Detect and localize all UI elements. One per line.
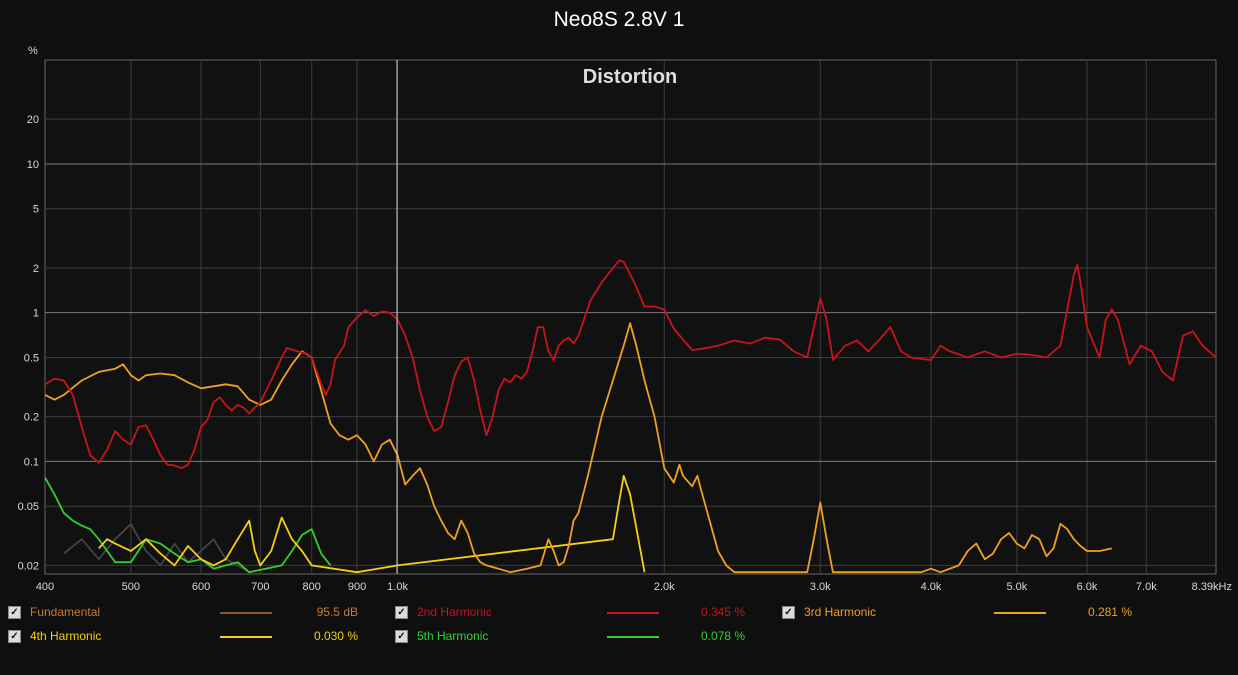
x-tick-label: 2.0k	[654, 581, 675, 593]
legend-label: 3rd Harmonic	[804, 605, 876, 619]
x-tick-label: 7.0k	[1136, 581, 1157, 593]
checkbox-5th-harmonic[interactable]: ✓	[395, 630, 408, 643]
legend: ✓ Fundamental 95.5 dB ✓ 2nd Harmonic 0.3…	[0, 605, 1238, 665]
legend-swatch	[220, 636, 272, 638]
legend-label: Fundamental	[30, 605, 100, 619]
legend-label: 5th Harmonic	[417, 629, 488, 643]
y-axis-unit: %	[28, 45, 38, 57]
x-tick-label: 400	[36, 581, 54, 593]
y-tick-label: 1	[33, 308, 39, 320]
legend-swatch	[607, 612, 659, 614]
y-tick-label: 0.05	[18, 501, 39, 513]
distortion-plot[interactable]: 400 500 600 700 800 900 1.0k 2.0k 3.0k 4.0k 5.0k 6.…	[0, 0, 1238, 600]
x-tick-label: 8.39kHz	[1192, 581, 1232, 593]
checkbox-2nd-harmonic[interactable]: ✓	[395, 606, 408, 619]
legend-value: 95.5 dB	[300, 605, 358, 619]
checkbox-fundamental[interactable]: ✓	[8, 606, 21, 619]
checkbox-3rd-harmonic[interactable]: ✓	[782, 606, 795, 619]
y-tick-label: 10	[27, 159, 39, 171]
legend-value: 0.030 %	[300, 629, 358, 643]
legend-swatch	[607, 636, 659, 638]
legend-value: 0.345 %	[687, 605, 745, 619]
x-tick-label: 900	[348, 581, 366, 593]
y-tick-label: 0.1	[24, 456, 39, 468]
y-tick-label: 0.5	[24, 352, 39, 364]
legend-value: 0.281 %	[1074, 605, 1132, 619]
x-tick-label: 700	[251, 581, 269, 593]
checkbox-4th-harmonic[interactable]: ✓	[8, 630, 21, 643]
x-tick-label: 800	[303, 581, 321, 593]
x-tick-label: 500	[122, 581, 140, 593]
x-tick-label: 600	[192, 581, 210, 593]
legend-label: 4th Harmonic	[30, 629, 101, 643]
x-tick-label: 1.0k	[387, 581, 408, 593]
x-tick-label: 3.0k	[810, 581, 831, 593]
y-tick-label: 0.02	[18, 560, 39, 572]
x-tick-label: 5.0k	[1006, 581, 1027, 593]
y-tick-label: 2	[33, 263, 39, 275]
legend-value: 0.078 %	[687, 629, 745, 643]
x-tick-label: 6.0k	[1077, 581, 1098, 593]
x-tick-label: 4.0k	[921, 581, 942, 593]
legend-swatch	[220, 612, 272, 614]
y-tick-label: 5	[33, 204, 39, 216]
legend-swatch	[994, 612, 1046, 614]
y-tick-label: 20	[27, 114, 39, 126]
legend-label: 2nd Harmonic	[417, 605, 492, 619]
y-tick-label: 0.2	[24, 412, 39, 424]
plot-subtitle: Distortion	[583, 66, 677, 88]
